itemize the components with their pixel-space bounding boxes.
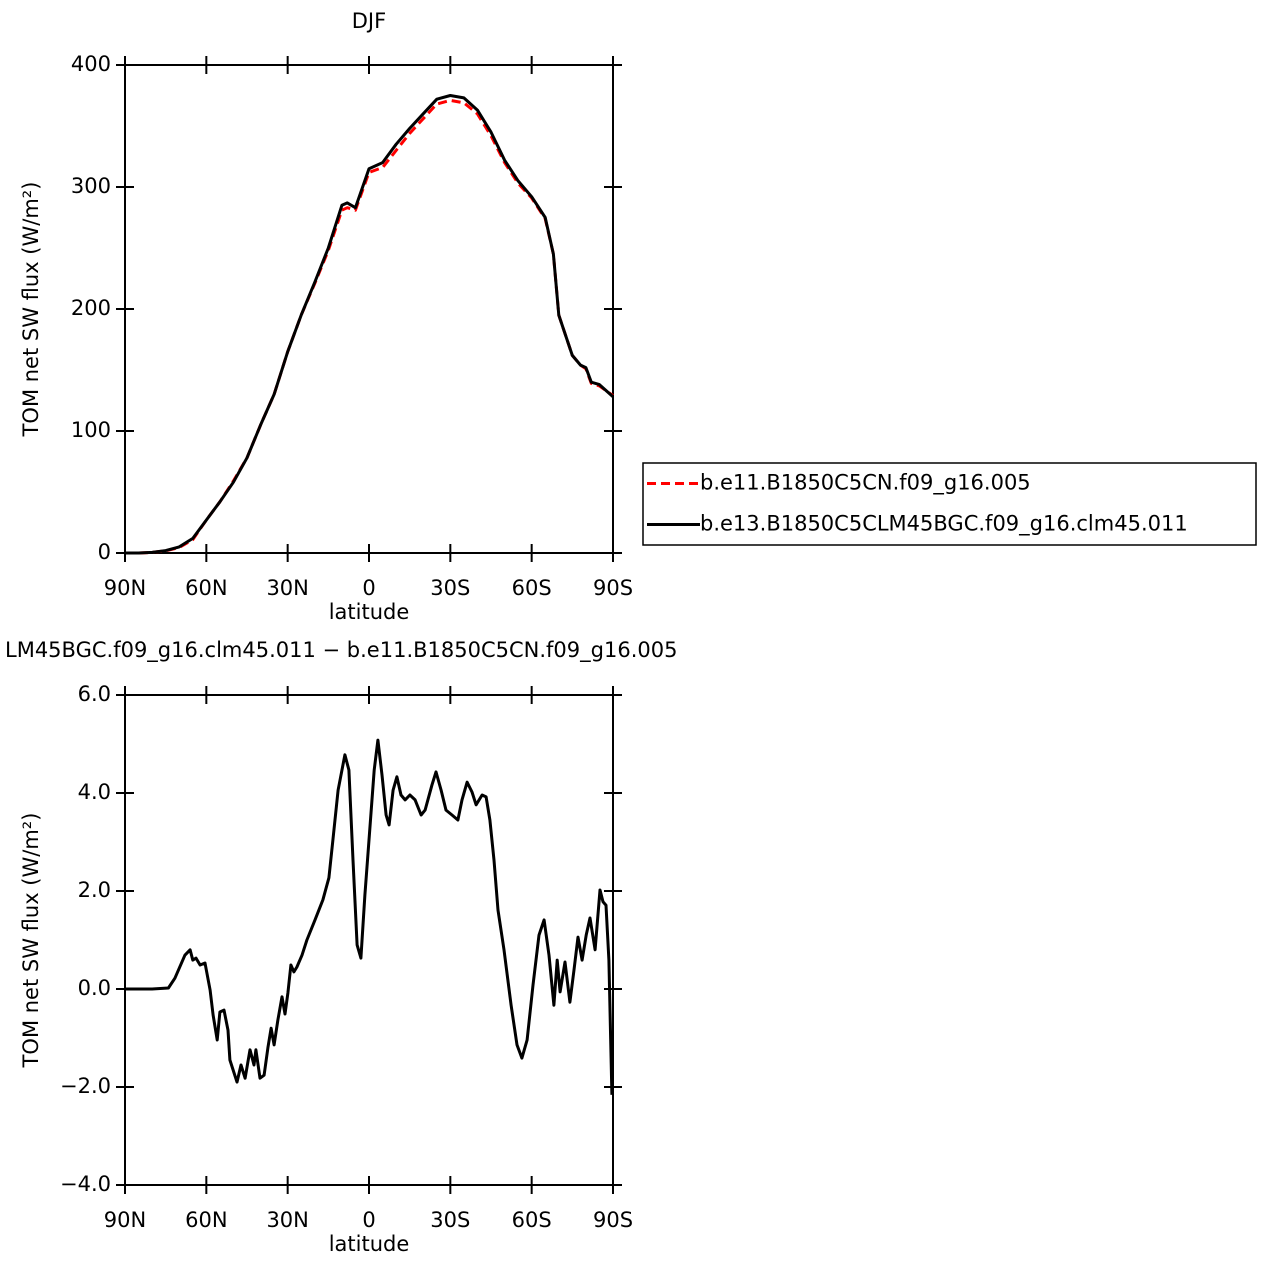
x-tick-label: 90N <box>104 576 146 600</box>
y-axis-label: TOM net SW flux (W/m²) <box>19 182 43 438</box>
legend-label: b.e11.B1850C5CN.f09_g16.005 <box>700 471 1031 496</box>
y-axis-label: TOM net SW flux (W/m²) <box>19 813 43 1069</box>
x-tick-label: 0 <box>362 1208 375 1232</box>
x-tick-label: 90N <box>104 1208 146 1232</box>
y-tick-label: 0 <box>98 540 111 564</box>
legend-label: b.e13.B1850C5CLM45BGC.f09_g16.clm45.011 <box>700 512 1188 537</box>
x-tick-label: 60N <box>185 1208 227 1232</box>
x-tick-label: 60S <box>512 1208 552 1232</box>
x-axis-label: latitude <box>329 600 410 624</box>
series-line <box>125 94 615 555</box>
x-tick-label: 30N <box>266 576 308 600</box>
chart-title: DJF <box>352 9 386 33</box>
x-axis-label: latitude <box>329 1232 410 1256</box>
y-tick-label: 400 <box>71 52 111 76</box>
chart-title: LM45BGC.f09_g16.clm45.011 − b.e11.B1850C… <box>5 638 677 663</box>
y-tick-label: 4.0 <box>78 780 111 804</box>
y-tick-label: 300 <box>71 174 111 198</box>
x-tick-label: 0 <box>362 576 375 600</box>
y-tick-label: −4.0 <box>60 1172 111 1196</box>
series-line <box>125 738 614 1095</box>
y-tick-label: 2.0 <box>78 878 111 902</box>
y-tick-label: 0.0 <box>78 976 111 1000</box>
legend-box <box>642 462 1257 546</box>
x-tick-label: 60S <box>512 576 552 600</box>
x-tick-label: 30S <box>430 576 470 600</box>
plot-frame <box>124 64 614 554</box>
x-tick-label: 30N <box>266 1208 308 1232</box>
y-tick-label: 100 <box>71 418 111 442</box>
x-tick-label: 30S <box>430 1208 470 1232</box>
y-tick-label: 6.0 <box>78 682 111 706</box>
x-tick-label: 90S <box>593 576 633 600</box>
x-tick-label: 60N <box>185 576 227 600</box>
y-tick-label: −2.0 <box>60 1074 111 1098</box>
y-tick-label: 200 <box>71 296 111 320</box>
x-tick-label: 90S <box>593 1208 633 1232</box>
